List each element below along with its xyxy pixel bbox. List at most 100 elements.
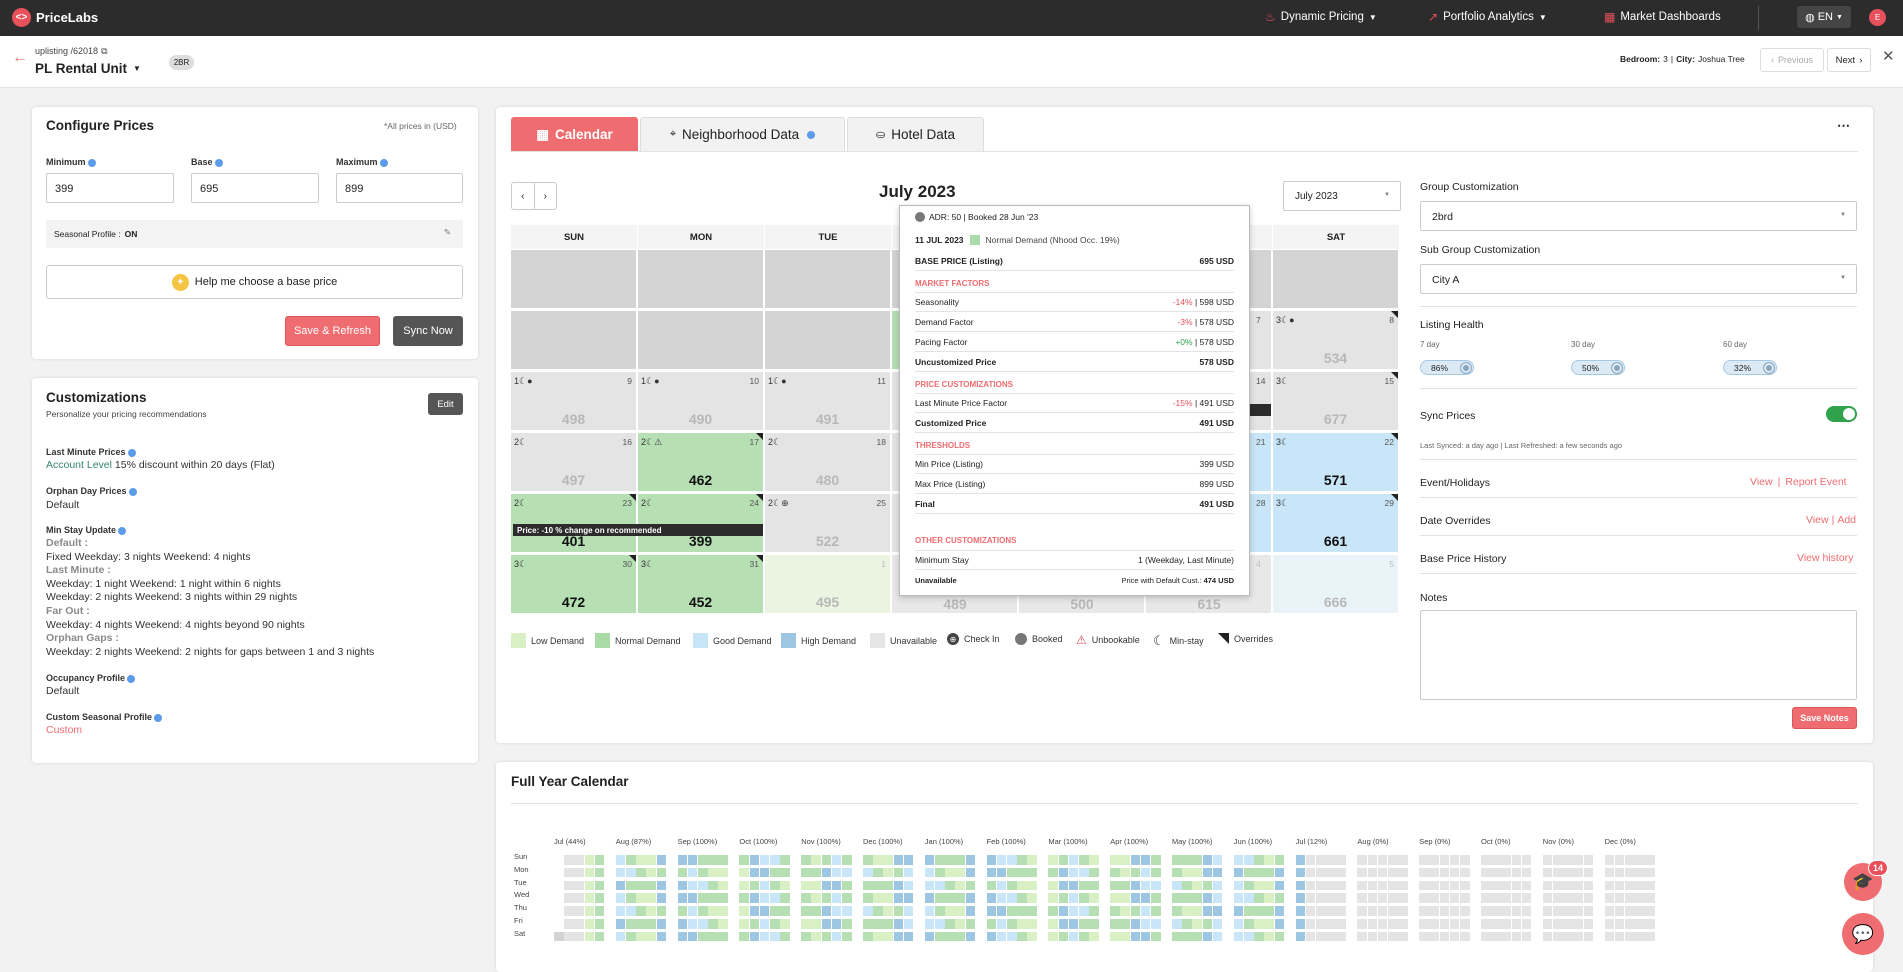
subgroup-customization-select[interactable]: City A ▼ (1420, 264, 1857, 294)
year-day-square[interactable] (759, 880, 770, 891)
year-day-square[interactable] (1233, 855, 1244, 865)
year-day-square[interactable] (1645, 931, 1655, 942)
year-day-square[interactable] (677, 919, 688, 929)
year-day-square[interactable] (1172, 880, 1182, 891)
year-day-square[interactable] (1130, 931, 1141, 942)
calendar-day-cell[interactable]: 3☾ 15 677 (1273, 372, 1399, 431)
year-day-square[interactable] (1449, 855, 1460, 865)
year-day-square[interactable] (1419, 867, 1429, 878)
year-day-square[interactable] (626, 880, 636, 891)
year-day-square[interactable] (1388, 893, 1398, 903)
year-day-square[interactable] (1017, 893, 1027, 903)
year-day-square[interactable] (1244, 931, 1254, 942)
year-day-square[interactable] (1604, 893, 1615, 903)
year-day-square[interactable] (1244, 906, 1254, 916)
calendar-day-cell[interactable] (765, 311, 891, 370)
year-day-square[interactable] (1511, 931, 1522, 942)
year-day-square[interactable] (1326, 867, 1336, 878)
year-day-square[interactable] (1357, 867, 1367, 878)
year-day-square[interactable] (698, 919, 708, 929)
year-day-square[interactable] (1625, 867, 1635, 878)
year-day-square[interactable] (965, 893, 976, 903)
sync-prices-toggle[interactable] (1826, 406, 1857, 422)
year-day-square[interactable] (626, 893, 636, 903)
tab-neighborhood-data[interactable]: ⌖ Neighborhood Data (640, 117, 845, 151)
year-day-square[interactable] (1439, 931, 1450, 942)
year-day-square[interactable] (924, 855, 935, 865)
year-day-square[interactable] (955, 880, 965, 891)
year-day-square[interactable] (965, 931, 976, 942)
year-day-square[interactable] (1140, 919, 1151, 929)
year-day-square[interactable] (718, 855, 728, 865)
overrides-view-link[interactable]: View (1806, 514, 1829, 526)
year-day-square[interactable] (821, 919, 832, 929)
month-select[interactable]: July 2023 ▼ (1283, 181, 1401, 211)
year-day-square[interactable] (883, 906, 893, 916)
year-day-square[interactable] (1563, 880, 1573, 891)
year-day-square[interactable] (564, 855, 574, 865)
year-day-square[interactable] (1089, 919, 1099, 929)
next-button[interactable]: Next › (1827, 48, 1871, 72)
year-day-square[interactable] (821, 855, 832, 865)
year-day-square[interactable] (1377, 919, 1388, 929)
year-day-square[interactable] (863, 919, 873, 929)
year-day-square[interactable] (1563, 867, 1573, 878)
year-day-square[interactable] (770, 880, 780, 891)
year-day-square[interactable] (955, 919, 965, 929)
year-day-square[interactable] (1058, 880, 1069, 891)
year-day-square[interactable] (646, 855, 656, 865)
year-day-square[interactable] (1172, 931, 1182, 942)
year-day-square[interactable] (1439, 906, 1450, 916)
year-day-square[interactable] (770, 931, 780, 942)
year-day-square[interactable] (893, 919, 904, 929)
year-day-square[interactable] (1151, 855, 1161, 865)
year-day-square[interactable] (1233, 880, 1244, 891)
year-day-square[interactable] (1182, 919, 1192, 929)
year-day-square[interactable] (1326, 880, 1336, 891)
year-day-square[interactable] (1007, 931, 1017, 942)
year-day-square[interactable] (1274, 893, 1285, 903)
year-day-square[interactable] (1491, 855, 1501, 865)
year-day-square[interactable] (1202, 880, 1213, 891)
year-day-square[interactable] (1212, 906, 1223, 916)
year-day-square[interactable] (739, 919, 749, 929)
year-day-square[interactable] (1501, 867, 1511, 878)
year-day-square[interactable] (584, 893, 595, 903)
year-day-square[interactable] (863, 880, 873, 891)
year-day-square[interactable] (1110, 893, 1120, 903)
year-day-square[interactable] (1573, 919, 1583, 929)
year-day-square[interactable] (986, 931, 997, 942)
year-day-square[interactable] (1140, 867, 1151, 878)
year-day-square[interactable] (1573, 931, 1583, 942)
year-day-square[interactable] (801, 867, 811, 878)
year-day-square[interactable] (1542, 906, 1553, 916)
year-day-square[interactable] (749, 880, 760, 891)
year-day-square[interactable] (1305, 855, 1316, 865)
year-day-square[interactable] (1367, 919, 1378, 929)
view-history-link[interactable]: View history (1797, 552, 1854, 564)
year-day-square[interactable] (1491, 919, 1501, 929)
year-day-square[interactable] (842, 906, 852, 916)
year-day-square[interactable] (1110, 855, 1120, 865)
year-day-square[interactable] (1521, 855, 1532, 865)
calendar-day-cell[interactable]: 3☾ 31 452 (638, 555, 764, 614)
year-day-square[interactable] (698, 893, 708, 903)
year-day-square[interactable] (1182, 880, 1192, 891)
year-day-square[interactable] (1274, 919, 1285, 929)
year-day-square[interactable] (708, 893, 718, 903)
year-day-square[interactable] (708, 880, 718, 891)
year-day-square[interactable] (615, 931, 626, 942)
year-day-square[interactable] (1542, 893, 1553, 903)
year-day-square[interactable] (986, 855, 997, 865)
year-day-square[interactable] (935, 893, 945, 903)
back-arrow-icon[interactable]: ← (12, 49, 28, 66)
year-day-square[interactable] (1120, 867, 1130, 878)
year-day-square[interactable] (1388, 880, 1398, 891)
year-day-square[interactable] (1110, 931, 1120, 942)
year-day-square[interactable] (955, 931, 965, 942)
nav-market-dashboards[interactable]: ▦ Market Dashboards (1604, 10, 1721, 24)
year-day-square[interactable] (883, 931, 893, 942)
year-day-square[interactable] (759, 855, 770, 865)
year-day-square[interactable] (1244, 893, 1254, 903)
year-day-square[interactable] (780, 931, 790, 942)
